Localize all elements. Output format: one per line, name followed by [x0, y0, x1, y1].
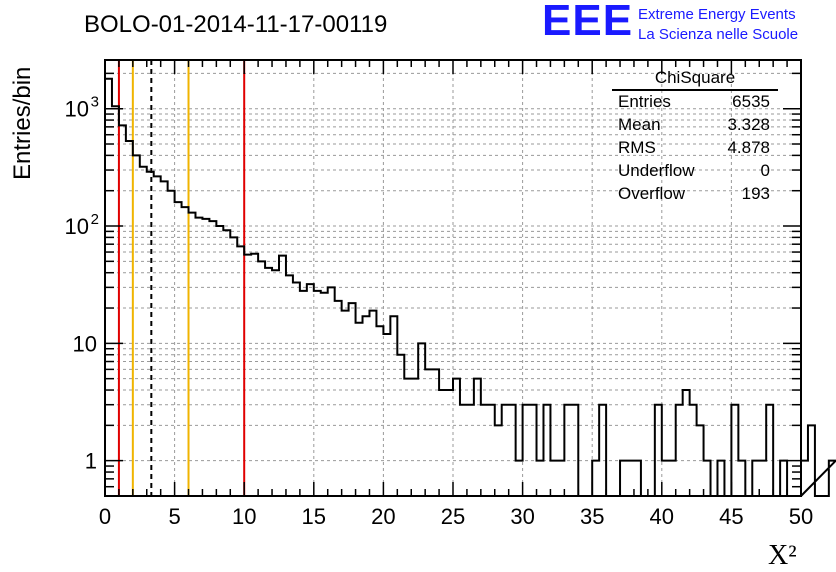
x-tick-label: 5 [168, 504, 180, 529]
stats-row-overflow: Overflow 193 [618, 184, 770, 206]
stats-value: 0 [760, 161, 770, 180]
x-tick-label: 0 [99, 504, 111, 529]
y-tick-label: 10 [65, 214, 89, 239]
stats-label: RMS [618, 138, 656, 157]
y-tick-label: 10 [73, 331, 97, 356]
y-tick-label: 1 [85, 449, 97, 474]
x-tick-label: 40 [650, 504, 674, 529]
x-tick-label: 50 [789, 504, 813, 529]
chart-title: BOLO-01-2014-11-17-00119 [84, 11, 387, 38]
stats-label: Underflow [618, 161, 695, 180]
stats-row-entries: Entries 6535 [618, 92, 770, 114]
stats-value: 4.878 [727, 138, 770, 157]
stats-box: ChiSquare Entries 6535 Mean 3.328 RMS 4.… [612, 68, 778, 206]
eee-logo-mark: EEE [542, 0, 634, 45]
eee-logo: EEE Extreme Energy Events La Scienza nel… [542, 0, 836, 46]
y-tick-label: 10 [65, 97, 89, 122]
x-tick-label: 10 [232, 504, 256, 529]
logo-line-1: Extreme Energy Events [638, 6, 796, 23]
x-tick-label: 30 [510, 504, 534, 529]
axes [104, 59, 802, 497]
stats-row-underflow: Underflow 0 [618, 161, 770, 183]
stats-row-mean: Mean 3.328 [618, 115, 770, 137]
stats-title: ChiSquare [654, 68, 736, 87]
reference-lines [117, 60, 246, 496]
grid-lines [105, 60, 801, 496]
stats-label: Overflow [618, 184, 686, 203]
logo-line-2: La Scienza nelle Scuole [638, 26, 799, 43]
x-tick-label: 45 [719, 504, 743, 529]
x-tick-label: 25 [441, 504, 465, 529]
stats-row-rms: RMS 4.878 [618, 138, 770, 160]
y-tick-exponent: 2 [91, 211, 99, 228]
x-axis-label: X² [768, 540, 797, 571]
x-tick-label: 15 [302, 504, 326, 529]
x-tick-label: 20 [371, 504, 395, 529]
stats-value: 3.328 [727, 115, 770, 134]
stats-label: Mean [618, 115, 661, 134]
x-tick-label: 35 [580, 504, 604, 529]
stats-divider [612, 89, 778, 91]
stats-value: 193 [741, 184, 770, 203]
stats-value: 6535 [732, 92, 770, 111]
y-tick-exponent: 3 [91, 94, 99, 111]
y-axis-label: Entries/bin [9, 67, 36, 180]
stats-label: Entries [618, 92, 671, 111]
